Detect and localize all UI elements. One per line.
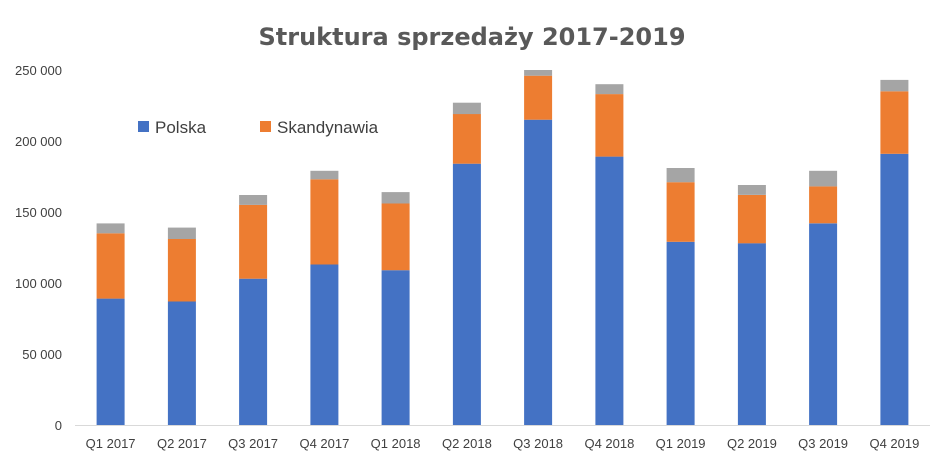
- x-tick-label: Q4 2018: [584, 436, 634, 451]
- x-tick-label: Q3 2018: [513, 436, 563, 451]
- bar-segment-polska: [452, 163, 481, 425]
- bar-segment-series-3: [96, 223, 125, 234]
- x-tick-label: Q1 2018: [371, 436, 421, 451]
- bar-segment-skandynawia: [524, 75, 553, 120]
- bar-segment-skandynawia: [452, 114, 481, 164]
- bar-segment-polska: [809, 223, 838, 425]
- bar-segment-series-3: [239, 195, 268, 205]
- bar-segment-skandynawia: [381, 203, 410, 271]
- bar-segment-series-3: [880, 79, 909, 92]
- x-axis-ticks: Q1 2017 Q2 2017 Q3 2017 Q4 2017 Q1 2018 Q2 20…: [86, 436, 920, 451]
- bar-segment-polska: [737, 243, 766, 425]
- legend-item-polska: Polska: [138, 118, 207, 137]
- bar-segment-skandynawia: [310, 179, 339, 265]
- legend-label-polska: Polska: [155, 118, 207, 137]
- bar-segment-series-3: [666, 168, 695, 183]
- bars-group: [96, 70, 909, 426]
- y-axis-ticks: 0 50 000 100 000 150 000 200 000 250 000: [15, 63, 62, 433]
- y-tick-label: 50 000: [22, 347, 62, 362]
- bar-segment-series-3: [167, 227, 196, 239]
- bar-segment-series-3: [809, 170, 838, 187]
- bar-segment-skandynawia: [167, 239, 196, 302]
- x-tick-label: Q2 2019: [727, 436, 777, 451]
- chart-title: Struktura sprzedaży 2017-2019: [258, 23, 685, 51]
- bar-segment-skandynawia: [737, 195, 766, 244]
- bar-segment-series-3: [381, 192, 410, 204]
- x-tick-label: Q1 2017: [86, 436, 136, 451]
- y-tick-label: 150 000: [15, 205, 62, 220]
- bar-segment-series-3: [737, 185, 766, 195]
- bar-segment-polska: [381, 270, 410, 425]
- bar-segment-skandynawia: [880, 91, 909, 154]
- x-tick-label: Q4 2017: [299, 436, 349, 451]
- x-tick-label: Q2 2017: [157, 436, 207, 451]
- bar-segment-polska: [595, 156, 624, 425]
- x-tick-label: Q4 2019: [869, 436, 919, 451]
- bar-segment-polska: [310, 264, 339, 425]
- legend-item-skandynawia: Skandynawia: [260, 118, 379, 137]
- y-tick-label: 250 000: [15, 63, 62, 78]
- bar-segment-polska: [96, 298, 125, 425]
- bar-segment-series-3: [452, 102, 481, 115]
- bar-segment-skandynawia: [595, 94, 624, 157]
- bar-segment-skandynawia: [239, 204, 268, 279]
- bar-segment-polska: [880, 153, 909, 426]
- bar-segment-series-3: [310, 170, 339, 180]
- bar-segment-skandynawia: [666, 182, 695, 242]
- x-tick-label: Q3 2017: [228, 436, 278, 451]
- y-tick-label: 200 000: [15, 134, 62, 149]
- legend: Polska Skandynawia: [138, 118, 379, 137]
- bar-segment-skandynawia: [96, 233, 125, 299]
- bar-segment-polska: [524, 119, 553, 425]
- bar-segment-polska: [666, 241, 695, 425]
- y-tick-label: 0: [55, 418, 62, 433]
- x-tick-label: Q1 2019: [656, 436, 706, 451]
- legend-swatch-polska: [138, 121, 149, 132]
- bar-segment-polska: [167, 301, 196, 425]
- bar-segment-skandynawia: [809, 186, 838, 224]
- bar-segment-series-3: [595, 84, 624, 95]
- bar-segment-polska: [239, 278, 268, 425]
- legend-label-skandynawia: Skandynawia: [277, 118, 379, 137]
- legend-swatch-skandynawia: [260, 121, 271, 132]
- bar-segment-series-3: [524, 70, 553, 76]
- y-tick-label: 100 000: [15, 276, 62, 291]
- x-tick-label: Q2 2018: [442, 436, 492, 451]
- x-tick-label: Q3 2019: [798, 436, 848, 451]
